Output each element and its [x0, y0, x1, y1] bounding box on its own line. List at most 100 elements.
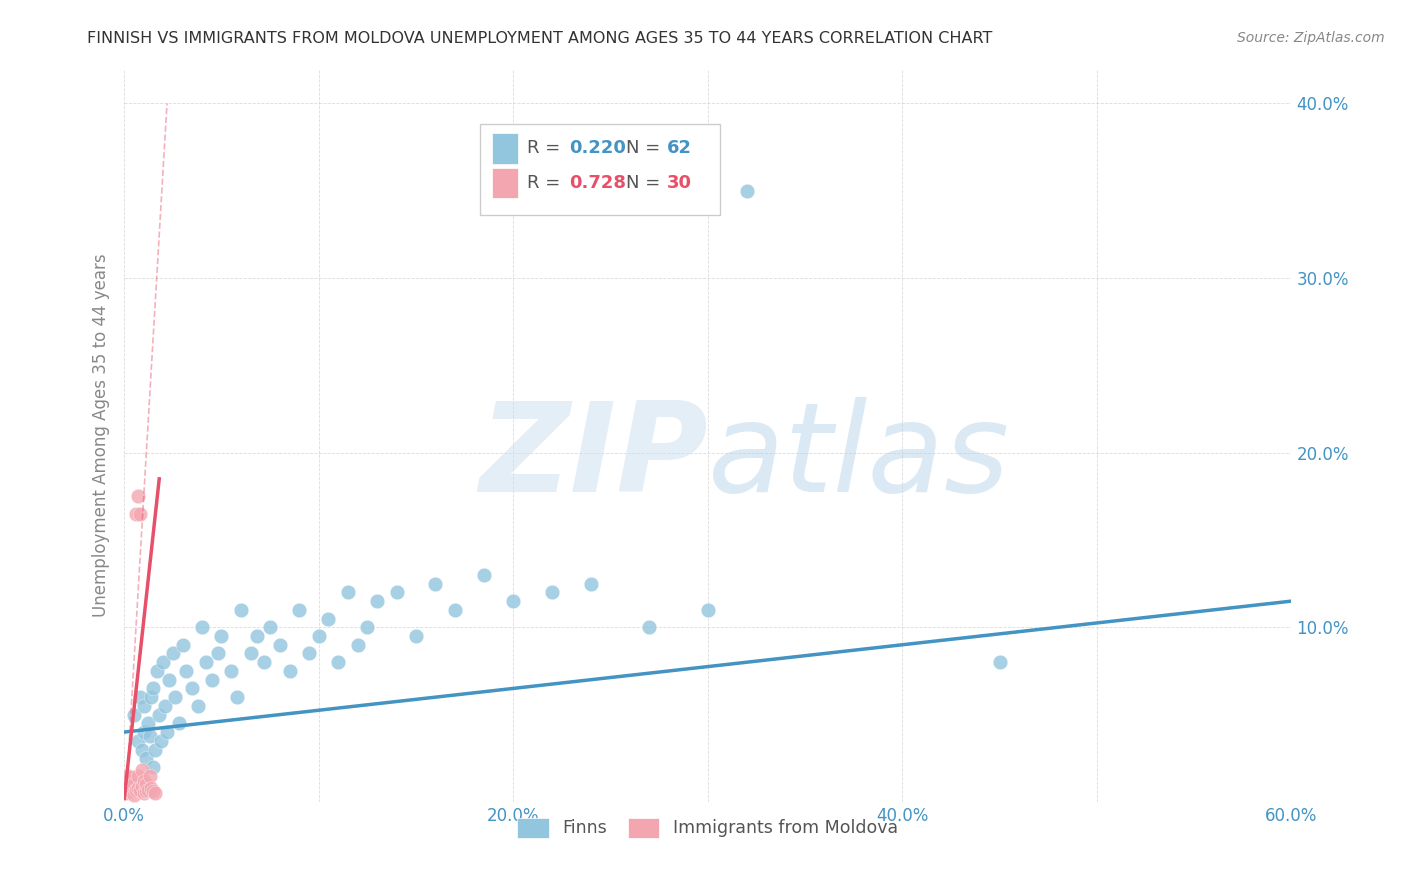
- Text: ZIP: ZIP: [479, 397, 707, 517]
- Point: [132, 698, 155, 713]
- Point: [336, 585, 359, 599]
- Point: [128, 690, 150, 705]
- Point: [152, 655, 174, 669]
- Point: [191, 620, 214, 634]
- Point: [146, 664, 169, 678]
- Point: [194, 655, 217, 669]
- Point: [176, 664, 198, 678]
- Point: [132, 725, 155, 739]
- Point: [356, 620, 378, 634]
- Point: [131, 742, 153, 756]
- Point: [201, 673, 224, 687]
- Point: [135, 777, 157, 791]
- Text: atlas: atlas: [707, 397, 1010, 517]
- Point: [156, 725, 179, 739]
- Point: [259, 620, 281, 634]
- Point: [117, 782, 139, 797]
- Point: [163, 690, 186, 705]
- Point: [143, 742, 166, 756]
- Point: [211, 629, 233, 643]
- Point: [172, 638, 194, 652]
- Point: [405, 629, 427, 643]
- Point: [318, 611, 340, 625]
- Point: [142, 681, 165, 696]
- Point: [638, 620, 661, 634]
- Point: [187, 698, 209, 713]
- Point: [278, 664, 301, 678]
- Point: [122, 777, 145, 791]
- Point: [127, 780, 149, 795]
- Point: [226, 690, 249, 705]
- Text: 62: 62: [666, 139, 692, 158]
- Point: [269, 638, 291, 652]
- Point: [366, 594, 388, 608]
- Point: [125, 507, 148, 521]
- Point: [127, 733, 149, 747]
- Point: [132, 774, 155, 789]
- Text: Source: ZipAtlas.com: Source: ZipAtlas.com: [1237, 31, 1385, 45]
- Point: [122, 784, 145, 798]
- Point: [132, 786, 155, 800]
- Point: [696, 603, 718, 617]
- Point: [120, 777, 142, 791]
- Point: [115, 786, 138, 800]
- Point: [117, 769, 139, 783]
- Point: [239, 647, 262, 661]
- Point: [114, 780, 136, 795]
- Point: [229, 603, 252, 617]
- Point: [502, 594, 524, 608]
- Point: [385, 585, 408, 599]
- Point: [120, 784, 142, 798]
- Point: [131, 764, 153, 778]
- Point: [142, 784, 165, 798]
- Point: [472, 568, 495, 582]
- Point: [136, 716, 159, 731]
- Point: [541, 585, 564, 599]
- Point: [135, 751, 157, 765]
- Point: [153, 698, 176, 713]
- Text: N =: N =: [626, 174, 666, 192]
- Point: [148, 707, 170, 722]
- Point: [288, 603, 311, 617]
- Point: [245, 629, 267, 643]
- Point: [125, 782, 148, 797]
- FancyBboxPatch shape: [481, 123, 720, 215]
- Point: [135, 784, 157, 798]
- Point: [121, 780, 143, 795]
- Point: [127, 489, 149, 503]
- Point: [253, 655, 276, 669]
- Point: [128, 507, 150, 521]
- Point: [346, 638, 368, 652]
- Point: [138, 729, 160, 743]
- Point: [136, 782, 159, 797]
- Point: [167, 716, 190, 731]
- Point: [138, 769, 160, 783]
- Point: [122, 707, 145, 722]
- Text: 30: 30: [666, 174, 692, 192]
- Text: 0.728: 0.728: [569, 174, 626, 192]
- FancyBboxPatch shape: [492, 168, 517, 198]
- Legend: Finns, Immigrants from Moldova: Finns, Immigrants from Moldova: [510, 811, 905, 845]
- Point: [579, 576, 602, 591]
- Point: [207, 647, 229, 661]
- Point: [141, 690, 163, 705]
- Point: [128, 782, 150, 797]
- Point: [988, 655, 1011, 669]
- Point: [122, 788, 145, 802]
- Point: [142, 760, 165, 774]
- Point: [328, 655, 350, 669]
- Point: [157, 673, 180, 687]
- Point: [181, 681, 204, 696]
- Y-axis label: Unemployment Among Ages 35 to 44 years: Unemployment Among Ages 35 to 44 years: [93, 253, 110, 617]
- Point: [298, 647, 321, 661]
- Text: R =: R =: [527, 174, 567, 192]
- Text: N =: N =: [626, 139, 666, 158]
- Point: [150, 733, 173, 747]
- Text: R =: R =: [527, 139, 567, 158]
- Point: [121, 771, 143, 785]
- Point: [141, 780, 163, 795]
- Point: [308, 629, 330, 643]
- Point: [115, 774, 138, 789]
- Point: [162, 647, 184, 661]
- Point: [127, 769, 149, 783]
